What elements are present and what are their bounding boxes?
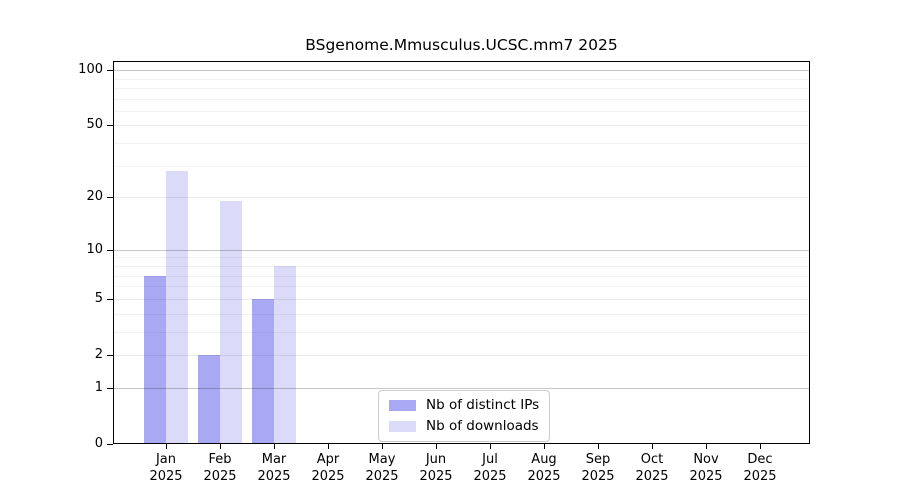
x-tick-year-label: 2025	[743, 469, 777, 484]
y-tick-0	[107, 444, 113, 445]
minor-gridline-60	[114, 111, 809, 112]
x-tick-jul	[490, 444, 491, 449]
legend-swatch-downloads-icon	[389, 421, 416, 432]
x-tick-label-jun: Jun 2025	[406, 451, 466, 485]
y-tick-2	[107, 355, 113, 356]
x-tick-label-sep: Sep 2025	[568, 451, 628, 485]
x-tick-aug	[544, 444, 545, 449]
gridline-2	[114, 355, 809, 356]
y-tick-20	[107, 197, 113, 198]
legend: Nb of distinct IPs Nb of downloads	[378, 390, 551, 442]
x-tick-mar	[274, 444, 275, 449]
y-tick-10	[107, 250, 113, 251]
gridline-50	[114, 125, 809, 126]
x-tick-year-label: 2025	[365, 469, 399, 484]
x-tick-label-jul: Jul 2025	[460, 451, 520, 485]
x-tick-jun	[436, 444, 437, 449]
legend-swatch-distinct-ips-icon	[389, 400, 416, 411]
x-tick-label-aug: Aug 2025	[514, 451, 574, 485]
x-tick-year-label: 2025	[473, 469, 507, 484]
chart-title: BSgenome.Mmusculus.UCSC.mm7 2025	[305, 36, 618, 54]
minor-gridline-3	[114, 332, 809, 333]
x-tick-year-label: 2025	[581, 469, 615, 484]
x-tick-year-label: 2025	[149, 469, 183, 484]
x-tick-oct	[652, 444, 653, 449]
minor-gridline-80	[114, 88, 809, 89]
x-tick-sep	[598, 444, 599, 449]
minor-gridline-4	[114, 314, 809, 315]
x-tick-label-mar: Mar 2025	[244, 451, 304, 485]
x-tick-year-label: 2025	[203, 469, 237, 484]
bar-downloads-feb	[220, 201, 242, 443]
y-tick-1	[107, 388, 113, 389]
legend-item-distinct-ips: Nb of distinct IPs	[389, 397, 539, 414]
x-tick-label-apr: Apr 2025	[298, 451, 358, 485]
gridline-1	[114, 388, 809, 389]
minor-gridline-40	[114, 143, 809, 144]
x-tick-year-label: 2025	[257, 469, 291, 484]
y-tick-label-2: 2	[94, 347, 103, 362]
x-tick-year-label: 2025	[635, 469, 669, 484]
y-tick-5	[107, 299, 113, 300]
x-tick-year-label: 2025	[689, 469, 723, 484]
minor-gridline-9	[114, 257, 809, 258]
minor-gridline-90	[114, 79, 809, 80]
x-tick-label-may: May 2025	[352, 451, 412, 485]
y-tick-label-20: 20	[86, 189, 103, 204]
y-tick-label-10: 10	[86, 242, 103, 257]
bar-downloads-jan	[166, 171, 188, 443]
x-tick-label-oct: Oct 2025	[622, 451, 682, 485]
minor-gridline-70	[114, 99, 809, 100]
legend-label-downloads: Nb of downloads	[426, 418, 539, 434]
x-tick-label-nov: Nov 2025	[676, 451, 736, 485]
y-tick-label-100: 100	[78, 62, 103, 77]
x-tick-feb	[220, 444, 221, 449]
bar-distinct-ips-mar	[252, 298, 274, 443]
legend-item-downloads: Nb of downloads	[389, 418, 539, 435]
x-tick-may	[382, 444, 383, 449]
bar-downloads-mar	[274, 265, 296, 443]
x-tick-label-dec: Dec 2025	[730, 451, 790, 485]
x-tick-year-label: 2025	[527, 469, 561, 484]
y-tick-50	[107, 125, 113, 126]
x-tick-year-label: 2025	[311, 469, 345, 484]
legend-label-distinct-ips: Nb of distinct IPs	[426, 397, 540, 413]
y-tick-label-50: 50	[86, 117, 103, 132]
y-tick-100	[107, 70, 113, 71]
minor-gridline-7	[114, 276, 809, 277]
x-tick-dec	[760, 444, 761, 449]
gridline-100	[114, 70, 809, 71]
y-tick-label-0: 0	[94, 436, 103, 451]
bar-distinct-ips-feb	[198, 354, 220, 443]
y-tick-label-1: 1	[94, 380, 103, 395]
gridline-10	[114, 250, 809, 251]
minor-gridline-8	[114, 266, 809, 267]
bar-distinct-ips-jan	[144, 275, 166, 443]
gridline-5	[114, 299, 809, 300]
minor-gridline-6	[114, 286, 809, 287]
x-tick-year-label: 2025	[419, 469, 453, 484]
gridline-20	[114, 197, 809, 198]
x-tick-nov	[706, 444, 707, 449]
x-tick-jan	[166, 444, 167, 449]
minor-gridline-30	[114, 166, 809, 167]
x-tick-label-feb: Feb 2025	[190, 451, 250, 485]
y-tick-label-5: 5	[94, 291, 103, 306]
x-tick-label-jan: Jan 2025	[136, 451, 196, 485]
x-tick-apr	[328, 444, 329, 449]
